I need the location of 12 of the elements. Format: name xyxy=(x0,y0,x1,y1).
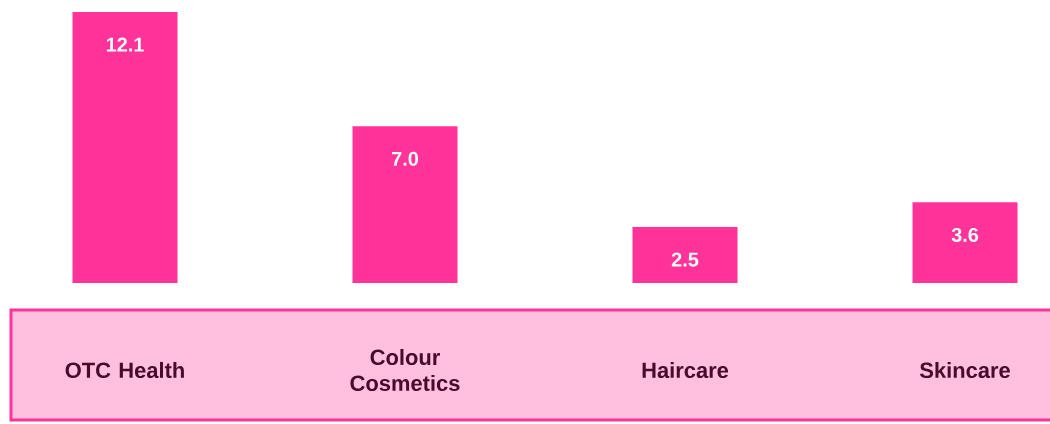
data-label: 12.1 xyxy=(106,37,144,52)
data-label: 2.5 xyxy=(671,252,699,267)
bar xyxy=(912,202,1018,283)
x-tick-label: Colour Cosmetics xyxy=(350,348,460,392)
data-label: 3.6 xyxy=(951,227,979,243)
x-tick-label: Haircare xyxy=(642,361,729,379)
bar xyxy=(352,126,458,283)
x-tick-label: Skincare xyxy=(919,361,1010,379)
bar xyxy=(72,12,178,283)
x-tick-label: OTC Health xyxy=(65,361,184,379)
data-label: 7.0 xyxy=(392,151,419,166)
bar xyxy=(632,227,738,283)
